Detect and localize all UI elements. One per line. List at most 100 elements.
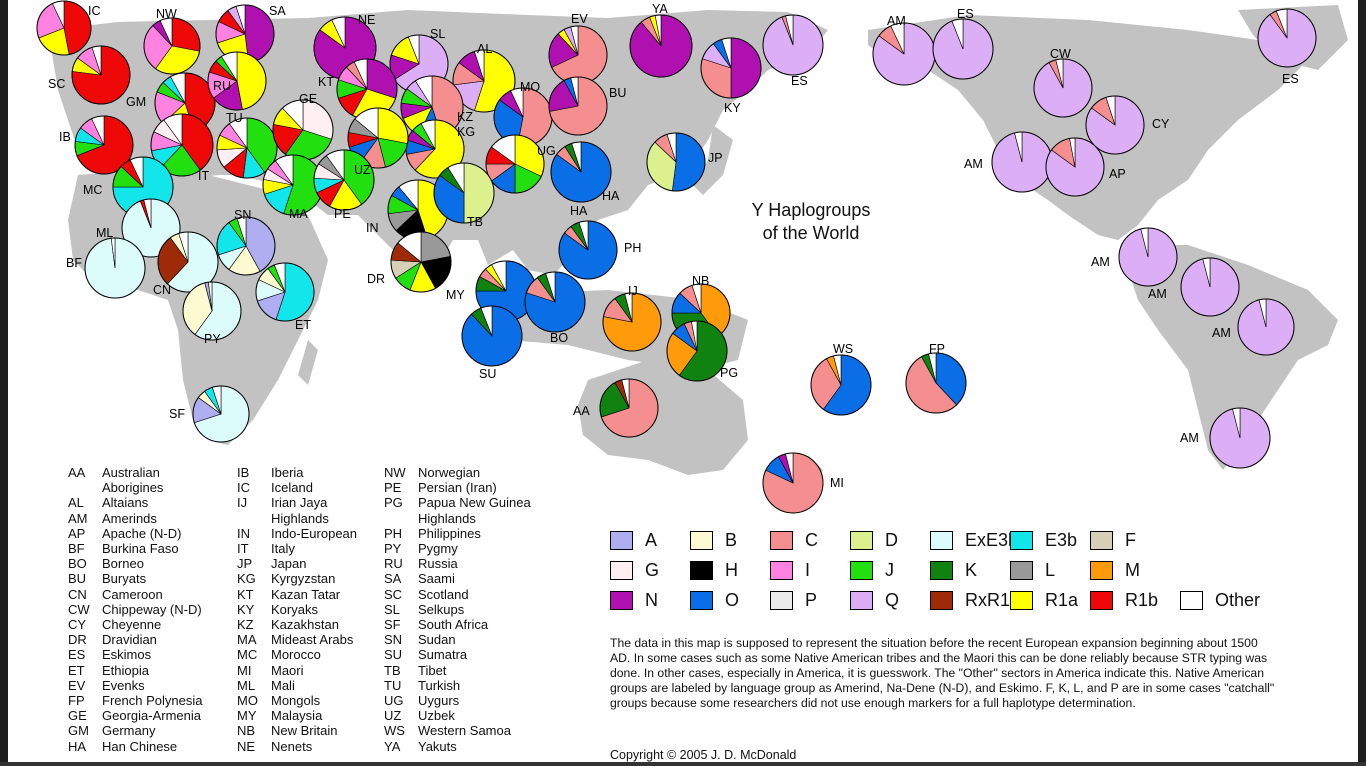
- label-cy: CY: [1152, 117, 1170, 131]
- abbreviation-name: Han Chinese: [102, 738, 178, 754]
- abbreviation-row: MO Mongols: [237, 693, 357, 708]
- abbreviation-row: MI Maori: [237, 663, 357, 678]
- legend-label: B: [725, 530, 738, 550]
- abbreviation-code: ET: [68, 662, 85, 678]
- pie-outline: [629, 14, 693, 78]
- legend-swatch: [1090, 531, 1113, 550]
- abbreviation-name: Japan: [271, 556, 307, 572]
- label-ne: NE: [358, 13, 375, 27]
- legend-swatch: [930, 531, 953, 550]
- pie-outline: [558, 220, 618, 280]
- abbreviation-code: MO: [237, 693, 258, 709]
- label-ic: IC: [88, 4, 101, 18]
- abbreviation-name: Mongols: [271, 693, 321, 709]
- abbreviation-code: SC: [384, 586, 403, 602]
- legend-label: ExE3b: [965, 530, 1019, 550]
- legend-swatch: [610, 531, 633, 550]
- abbreviation-row: SL Selkups: [384, 602, 531, 617]
- label-kt: KT: [318, 75, 334, 89]
- pie-nb: [671, 283, 731, 343]
- abbreviation-name: Germany: [102, 723, 156, 739]
- pie-es-2: [762, 14, 824, 76]
- abbreviation-name: Italy: [271, 541, 295, 557]
- abbreviation-row: KZ Kazakhstan: [237, 617, 357, 632]
- abbreviation-name: Iberia: [271, 465, 304, 480]
- label-cn: CN: [153, 283, 171, 297]
- abbreviation-row: PG Papua New Guinea: [384, 495, 531, 510]
- pie-outline: [1118, 227, 1178, 287]
- abbreviation-name: Irian Jaya: [271, 495, 328, 511]
- pie-outline: [762, 14, 824, 76]
- pie-ph: [558, 220, 618, 280]
- abbreviation-code: MA: [237, 632, 257, 648]
- abbreviation-code: ES: [68, 647, 86, 663]
- abbreviation-row: DR Dravidian: [68, 632, 202, 647]
- label-bo: BO: [550, 331, 568, 345]
- legend-item-e3b: E3b: [1010, 530, 1077, 551]
- legend-swatch: [930, 591, 953, 610]
- label-in: IN: [366, 221, 379, 235]
- legend-label: R1b: [1125, 590, 1159, 610]
- pie-outline: [192, 385, 250, 443]
- abbreviation-code: EV: [68, 677, 86, 693]
- label-sn: SN: [234, 208, 251, 222]
- abbreviation-row: BU Buryats: [68, 571, 202, 586]
- legend-label: R1a: [1045, 590, 1079, 610]
- pie-outline: [313, 149, 375, 211]
- abbreviation-column-2: IB Iberia IC Iceland IJ Irian Jaya Highlands IN…: [237, 465, 357, 754]
- legend-swatch: [850, 531, 873, 550]
- abbreviation-code: IJ: [237, 495, 248, 511]
- pie-outline: [157, 231, 219, 293]
- abbreviation-code: GE: [68, 708, 87, 724]
- label-bu: BU: [609, 86, 626, 100]
- abbreviation-name: Koryaks: [271, 601, 318, 617]
- pie-outline: [1180, 257, 1240, 317]
- legend-swatch: [770, 591, 793, 610]
- map-note: The data in this map is supposed to repr…: [610, 636, 1275, 711]
- abbreviation-row: Aborigines: [68, 480, 202, 495]
- label-es-2: ES: [791, 74, 808, 88]
- pie-outline: [255, 262, 315, 322]
- abbreviation-row: RU Russia: [384, 556, 531, 571]
- label-al: AL: [477, 42, 492, 56]
- label-su: SU: [479, 367, 496, 381]
- legend-swatch: [1180, 591, 1203, 610]
- abbreviation-row: YA Yakuts: [384, 739, 531, 754]
- pie-outline: [150, 113, 214, 177]
- legend-item-d: D: [850, 530, 898, 551]
- pie-outline: [602, 292, 662, 352]
- legend-item-i: I: [770, 560, 810, 581]
- label-ib: IB: [59, 130, 71, 144]
- label-ev: EV: [571, 12, 588, 26]
- abbreviation-code: CN: [68, 586, 87, 602]
- label-mi: MI: [830, 476, 844, 490]
- pie-outline: [121, 198, 181, 258]
- legend-item-p: P: [770, 590, 817, 611]
- abbreviation-row: KT Kazan Tatar: [237, 587, 357, 602]
- abbreviation-code: IT: [237, 541, 249, 557]
- abbreviation-column-1: AA Australian Aborigines AL Altaians AM Amerin…: [68, 465, 202, 754]
- abbreviation-code: WS: [384, 723, 405, 739]
- pie-outline: [762, 452, 824, 514]
- pie-outline: [700, 37, 762, 99]
- legend-item-r1a: R1a: [1010, 590, 1078, 611]
- title-line-2: of the World: [762, 223, 860, 243]
- abbreviation-row: SA Saami: [384, 571, 531, 586]
- abbreviation-row: Highlands: [237, 511, 357, 526]
- abbreviation-name: Uzbek: [418, 708, 455, 724]
- abbreviation-code: DR: [68, 632, 87, 648]
- abbreviation-code: CY: [68, 617, 87, 633]
- label-my: MY: [446, 288, 465, 302]
- abbreviation-code: AP: [68, 525, 86, 541]
- pie-ya: [629, 14, 693, 78]
- abbreviation-row: EV Evenks: [68, 678, 202, 693]
- abbreviation-row: ML Mali: [237, 678, 357, 693]
- legend-item-m: M: [1090, 560, 1140, 581]
- abbreviation-column-3: NW Norwegian PE Persian (Iran) PG Papua New G…: [384, 465, 531, 754]
- abbreviation-row: FP French Polynesia: [68, 693, 202, 708]
- abbreviation-row: KG Kyrgyzstan: [237, 571, 357, 586]
- pie-outline: [216, 216, 276, 276]
- legend-swatch: [610, 561, 633, 580]
- abbreviation-row: SF South Africa: [384, 617, 531, 632]
- abbreviation-code: NW: [384, 465, 406, 480]
